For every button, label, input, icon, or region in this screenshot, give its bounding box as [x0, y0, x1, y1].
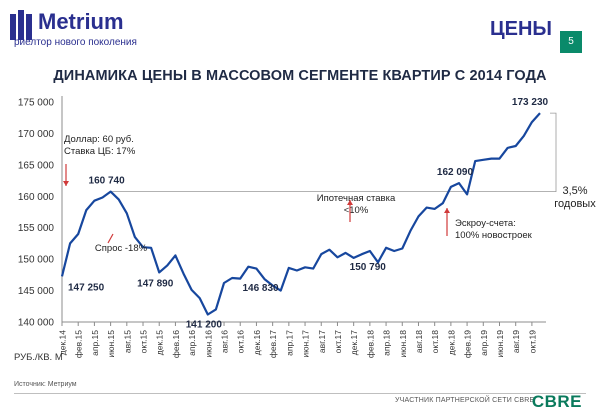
data-label: 160 740	[89, 176, 126, 187]
data-label: 162 090	[437, 167, 474, 178]
up-arrow-head	[444, 208, 450, 213]
data-label: 150 790	[350, 262, 387, 273]
x-tick-label: авг.15	[122, 330, 132, 353]
annotation-text: Эскроу-счета:	[455, 218, 516, 229]
annotation-text: <10%	[344, 205, 369, 216]
x-tick-label: июн.19	[495, 330, 505, 358]
x-tick-label: окт.18	[430, 330, 440, 354]
data-label: 147 250	[68, 282, 105, 293]
footer	[0, 392, 600, 415]
partner-text: УЧАСТНИК ПАРТНЕРСКОЙ СЕТИ CBRE	[395, 397, 535, 404]
source-note: Источник: Метриум	[14, 381, 77, 388]
x-tick-label: апр.16	[187, 330, 197, 356]
x-tick-label: апр.19	[479, 330, 489, 356]
x-tick-label: дек.16	[252, 330, 262, 355]
x-tick-label: дек.14	[58, 330, 68, 355]
x-tick-label: июн.18	[398, 330, 408, 358]
y-tick-label: 165 000	[18, 160, 55, 171]
side-note-value: 3,5%	[562, 185, 588, 197]
x-tick-label: окт.16	[236, 330, 246, 354]
cbre-logo: CBRE	[531, 392, 582, 411]
annotation-text: Ипотечная ставка	[317, 193, 396, 204]
y-tick-label: 150 000	[18, 255, 55, 266]
side-note-label: годовых	[554, 198, 596, 210]
x-tick-label: дек.18	[446, 330, 456, 355]
x-tick-label: фев.16	[171, 330, 181, 358]
unit-label: РУБ./КВ. М	[14, 352, 63, 363]
down-arrow-head	[63, 181, 69, 186]
x-tick-label: окт.17	[333, 330, 343, 354]
logo-text: Metrium	[38, 9, 124, 34]
x-tick-label: авг.18	[414, 330, 424, 353]
price-line-chart: 140 000 145 000 150 000 155 000 160 000 165 0…	[18, 96, 557, 358]
y-tick-label: 155 000	[18, 223, 55, 234]
y-tick-label: 160 000	[18, 192, 55, 203]
annotation-text: Ставка ЦБ: 17%	[64, 146, 136, 157]
metrium-logo-icon	[10, 10, 32, 40]
demand-arrow	[107, 233, 114, 244]
y-tick-label: 145 000	[18, 286, 55, 297]
x-tick-label: окт.15	[139, 330, 149, 354]
up-arrow-head	[347, 200, 353, 205]
x-tick-label: дек.15	[155, 330, 165, 355]
logo-subtitle: риелтор нового поколения	[14, 37, 137, 48]
x-tick-label: дек.17	[349, 330, 359, 355]
y-tick-label: 140 000	[18, 318, 55, 329]
data-label: 141 200	[186, 319, 223, 330]
bracket-line	[550, 112, 557, 193]
y-tick-label: 175 000	[18, 98, 55, 109]
x-tick-label: июн.16	[203, 330, 213, 358]
data-label: 147 890	[137, 278, 174, 289]
x-tick-label: окт.19	[527, 330, 537, 354]
x-tick-label: авг.19	[511, 330, 521, 353]
side-note: 3,5% годовых	[552, 185, 598, 211]
x-tick-label: фев.15	[74, 330, 84, 358]
x-tick-label: авг.16	[220, 330, 230, 353]
footer-divider	[14, 393, 586, 394]
annotation-text: 100% новостроек	[455, 230, 533, 241]
header: Metrium риелтор нового поколения ЦЕНЫ 5	[0, 0, 600, 60]
chart-title: ДИНАМИКА ЦЕНЫ В МАССОВОМ СЕГМЕНТЕ КВАРТИ…	[53, 68, 547, 84]
price-series-line	[60, 112, 541, 316]
x-tick-label: авг.17	[317, 330, 327, 353]
x-tick-label: фев.18	[365, 330, 375, 358]
x-tick-label: июн.15	[106, 330, 116, 358]
data-label: 146 830	[242, 283, 279, 294]
data-label: 173 230	[512, 97, 549, 108]
x-tick-label: фев.19	[463, 330, 473, 358]
x-tick-label: апр.17	[284, 330, 294, 356]
x-tick-label: апр.15	[90, 330, 100, 356]
annotation-text: Доллар: 60 руб.	[64, 134, 134, 145]
page-number: 5	[560, 31, 582, 53]
x-tick-label: фев.17	[268, 330, 278, 358]
annotation-text: Спрос -18%	[95, 243, 148, 254]
y-tick-label: 170 000	[18, 129, 55, 140]
x-tick-label: апр.18	[382, 330, 392, 356]
x-tick-label: июн.17	[301, 330, 311, 358]
section-title: ЦЕНЫ	[490, 18, 552, 40]
